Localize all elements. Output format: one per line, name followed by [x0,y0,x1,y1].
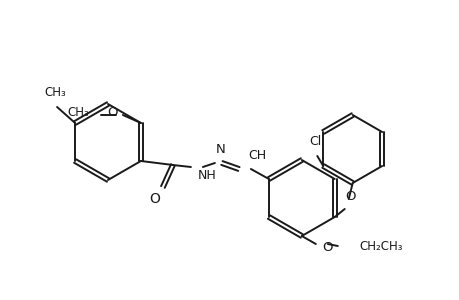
Text: CH₃: CH₃ [67,106,89,119]
Text: CH₂CH₃: CH₂CH₃ [359,239,403,253]
Text: CH₃: CH₃ [44,86,66,99]
Text: NH: NH [197,169,216,182]
Text: Cl: Cl [308,135,321,148]
Text: CH: CH [247,149,265,162]
Text: O: O [321,241,331,254]
Text: N: N [216,143,225,156]
Text: O: O [107,106,118,119]
Text: O: O [345,190,355,203]
Text: O: O [149,192,160,206]
